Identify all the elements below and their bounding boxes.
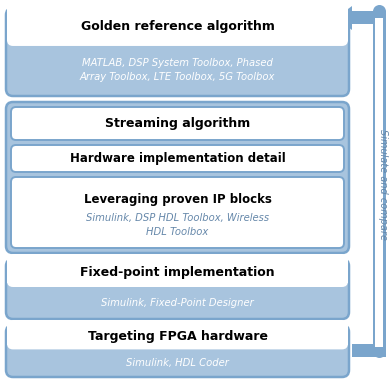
FancyBboxPatch shape [6,325,349,377]
Text: Hardware implementation detail: Hardware implementation detail [70,152,285,165]
FancyBboxPatch shape [7,254,348,287]
Circle shape [373,345,386,358]
Text: Targeting FPGA hardware: Targeting FPGA hardware [88,330,267,343]
FancyBboxPatch shape [6,102,349,253]
Bar [373,12,386,351]
Text: Leveraging proven IP blocks: Leveraging proven IP blocks [84,193,271,206]
Text: Simulink, DSP HDL Toolbox, Wireless
HDL Toolbox: Simulink, DSP HDL Toolbox, Wireless HDL … [86,213,269,237]
Text: Streaming algorithm: Streaming algorithm [105,117,250,130]
Text: MATLAB, DSP System Toolbox, Phased
Array Toolbox, LTE Toolbox, 5G Toolbox: MATLAB, DSP System Toolbox, Phased Array… [80,59,275,82]
FancyBboxPatch shape [6,259,349,319]
Bar [7,325,348,345]
Circle shape [373,5,386,18]
FancyBboxPatch shape [6,8,349,96]
FancyBboxPatch shape [11,107,344,140]
FancyBboxPatch shape [7,320,348,349]
Bar [7,8,348,41]
FancyBboxPatch shape [11,145,344,172]
Polygon shape [336,6,352,30]
FancyBboxPatch shape [11,177,344,248]
Text: Simulink, Fixed-Point Designer: Simulink, Fixed-Point Designer [101,298,254,308]
Bar [375,18,383,347]
Bar [352,11,386,24]
Text: Fixed-point implementation: Fixed-point implementation [80,266,275,279]
FancyBboxPatch shape [7,1,348,46]
Text: Simulink, HDL Coder: Simulink, HDL Coder [126,358,229,368]
Bar [352,344,386,357]
Text: Golden reference algorithm: Golden reference algorithm [81,20,274,33]
Text: Simulate and compare: Simulate and compare [377,129,387,240]
Bar [7,259,348,283]
